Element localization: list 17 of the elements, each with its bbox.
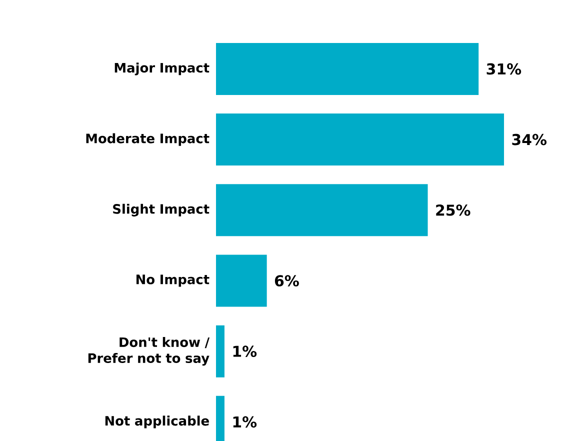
data-label: 31% [486, 63, 522, 75]
data-label: 1% [233, 346, 257, 357]
y-tick-label: Not applicable [105, 416, 209, 428]
bar [216, 114, 504, 166]
bar [216, 184, 428, 236]
data-label: 6% [274, 275, 299, 286]
y-tick-label: No Impact [136, 274, 210, 287]
bar [216, 254, 267, 307]
y-tick-label: Moderate Impact [86, 133, 210, 146]
data-label: 1% [233, 416, 257, 428]
y-tick-label: Major Impact [114, 62, 210, 76]
data-label: 34% [512, 134, 547, 146]
bar [216, 42, 479, 95]
data-label: 25% [436, 204, 470, 216]
y-tick-label: Slight Impact [113, 204, 210, 216]
bar [216, 325, 224, 378]
y-tick-label: Don't know / Prefer not to say [88, 337, 210, 366]
